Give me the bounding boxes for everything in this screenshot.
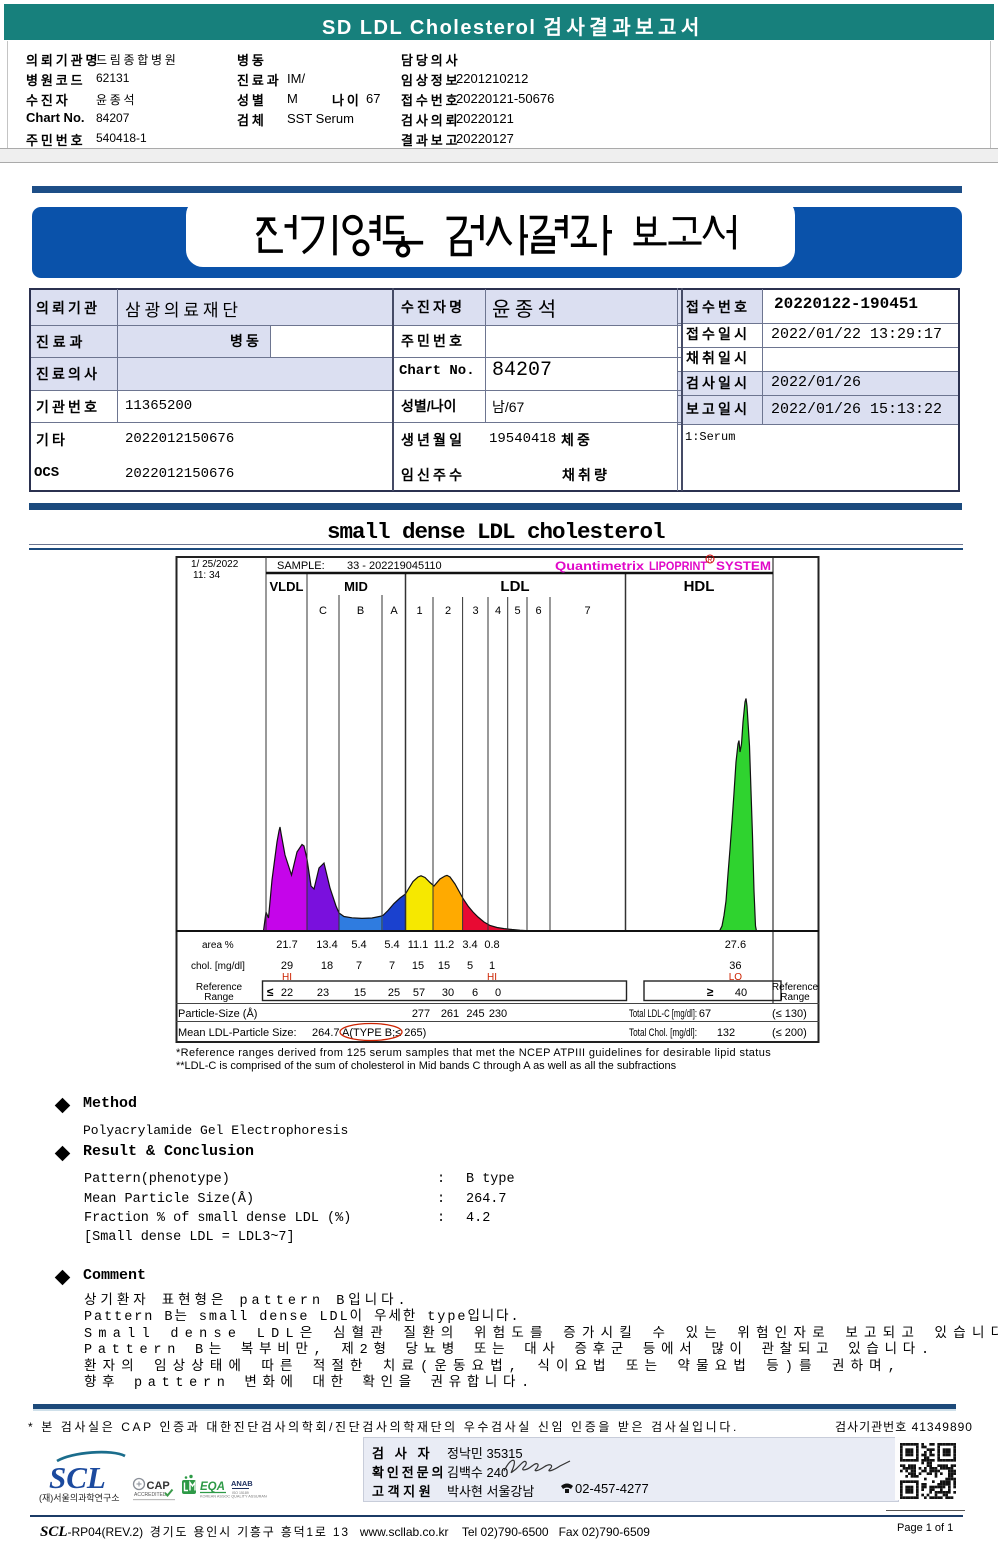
svg-text:LO: LO bbox=[729, 972, 743, 983]
svg-text:22: 22 bbox=[281, 987, 293, 999]
svg-text:7: 7 bbox=[356, 960, 362, 972]
svg-text:11: 34: 11: 34 bbox=[193, 570, 220, 581]
svg-text:HI: HI bbox=[282, 972, 292, 983]
svg-text:MID: MID bbox=[344, 579, 368, 594]
svg-text:5: 5 bbox=[467, 960, 473, 972]
svg-text:5: 5 bbox=[514, 605, 520, 617]
svg-text:261: 261 bbox=[441, 1008, 459, 1020]
svg-text:(재)서울의과학연구소: (재)서울의과학연구소 bbox=[39, 1493, 120, 1503]
svg-text:1: 1 bbox=[416, 605, 422, 617]
svg-text:29: 29 bbox=[281, 960, 293, 972]
svg-text:277: 277 bbox=[412, 1008, 430, 1020]
svg-text:245: 245 bbox=[466, 1008, 484, 1020]
svg-text:67: 67 bbox=[699, 1008, 711, 1020]
svg-text:Range: Range bbox=[204, 992, 234, 1003]
svg-text:≤: ≤ bbox=[267, 985, 274, 999]
svg-text:(≤ 200): (≤ 200) bbox=[772, 1027, 807, 1039]
svg-text:(≤ 130): (≤ 130) bbox=[772, 1008, 807, 1020]
svg-text:230: 230 bbox=[489, 1008, 507, 1020]
svg-text:1/ 25/2022: 1/ 25/2022 bbox=[191, 559, 239, 570]
svg-text:30: 30 bbox=[442, 987, 454, 999]
svg-text:HDL: HDL bbox=[684, 578, 715, 595]
svg-text:15: 15 bbox=[412, 960, 424, 972]
svg-text:A: A bbox=[390, 605, 398, 617]
svg-text:25: 25 bbox=[388, 987, 400, 999]
svg-text:Mean LDL-Particle Size:: Mean LDL-Particle Size: bbox=[178, 1027, 297, 1039]
svg-text:chol. [mg/dl]: chol. [mg/dl] bbox=[191, 961, 245, 972]
svg-text:ACCREDITED: ACCREDITED bbox=[134, 1492, 167, 1498]
svg-text:0: 0 bbox=[495, 987, 501, 999]
svg-text:EQA: EQA bbox=[200, 1481, 225, 1493]
svg-text:Range: Range bbox=[780, 992, 810, 1003]
svg-text:5.4: 5.4 bbox=[351, 939, 366, 951]
svg-text:KOREAN ASSOC QUALITY ASSURANCE: KOREAN ASSOC QUALITY ASSURANCE bbox=[200, 1495, 267, 1499]
svg-text:3: 3 bbox=[472, 605, 478, 617]
svg-text:HI: HI bbox=[487, 972, 497, 983]
svg-text:23: 23 bbox=[317, 987, 329, 999]
svg-text:B: B bbox=[357, 605, 364, 617]
svg-text:LIPOPRINT: LIPOPRINT bbox=[649, 559, 708, 573]
svg-text:40: 40 bbox=[735, 987, 747, 999]
svg-text:VLDL: VLDL bbox=[270, 579, 304, 594]
svg-text:C: C bbox=[319, 605, 327, 617]
svg-text:0.8: 0.8 bbox=[484, 939, 499, 951]
svg-text:5.4: 5.4 bbox=[384, 939, 399, 951]
svg-text:2: 2 bbox=[445, 605, 451, 617]
svg-text:LDL: LDL bbox=[500, 578, 529, 595]
svg-text:ANAB: ANAB bbox=[231, 1479, 253, 1488]
svg-text:*Reference ranges derived from: *Reference ranges derived from 125 serum… bbox=[176, 1047, 771, 1059]
svg-text:7: 7 bbox=[584, 605, 590, 617]
svg-text:6: 6 bbox=[472, 987, 478, 999]
svg-text:15: 15 bbox=[438, 960, 450, 972]
svg-text:57: 57 bbox=[413, 987, 425, 999]
svg-text:6: 6 bbox=[535, 605, 541, 617]
svg-text:Reference: Reference bbox=[196, 982, 243, 993]
svg-text:33 - 202219045110: 33 - 202219045110 bbox=[347, 560, 442, 572]
svg-text:Total LDL-C [mg/dl]:: Total LDL-C [mg/dl]: bbox=[629, 1008, 697, 1020]
svg-text:36: 36 bbox=[729, 960, 741, 972]
svg-text:27.6: 27.6 bbox=[725, 939, 746, 951]
svg-text:CAP: CAP bbox=[147, 1480, 170, 1492]
svg-text:ISO 15189: ISO 15189 bbox=[232, 1491, 249, 1495]
svg-text:R: R bbox=[708, 558, 713, 564]
svg-text:132: 132 bbox=[717, 1027, 735, 1039]
svg-text:SYSTEM: SYSTEM bbox=[716, 559, 771, 573]
svg-text:3.4: 3.4 bbox=[462, 939, 477, 951]
svg-text:SAMPLE:: SAMPLE: bbox=[277, 560, 325, 572]
svg-text:7: 7 bbox=[389, 960, 395, 972]
svg-text:11.1: 11.1 bbox=[408, 939, 429, 951]
svg-text:21.7: 21.7 bbox=[276, 939, 297, 951]
svg-text:**LDL-C is comprised of the su: **LDL-C is comprised of the sum of chole… bbox=[176, 1060, 677, 1072]
svg-text:18: 18 bbox=[321, 960, 333, 972]
svg-text:≥: ≥ bbox=[707, 985, 714, 999]
svg-text:13.4: 13.4 bbox=[316, 939, 337, 951]
svg-text:Total Chol. [mg/dl]:: Total Chol. [mg/dl]: bbox=[629, 1027, 697, 1039]
svg-text:Reference: Reference bbox=[772, 982, 819, 993]
svg-text:area %: area % bbox=[202, 940, 234, 951]
svg-text:SCL: SCL bbox=[49, 1460, 106, 1495]
svg-text:Particle-Size (Å): Particle-Size (Å) bbox=[178, 1007, 257, 1020]
svg-text:15: 15 bbox=[354, 987, 366, 999]
svg-text:264.7 A(TYPE B;≤ 265): 264.7 A(TYPE B;≤ 265) bbox=[312, 1027, 426, 1039]
svg-text:4: 4 bbox=[495, 605, 501, 617]
svg-text:1: 1 bbox=[489, 960, 495, 972]
svg-text:Quantimetrix: Quantimetrix bbox=[555, 559, 644, 573]
svg-text:11.2: 11.2 bbox=[434, 939, 455, 951]
